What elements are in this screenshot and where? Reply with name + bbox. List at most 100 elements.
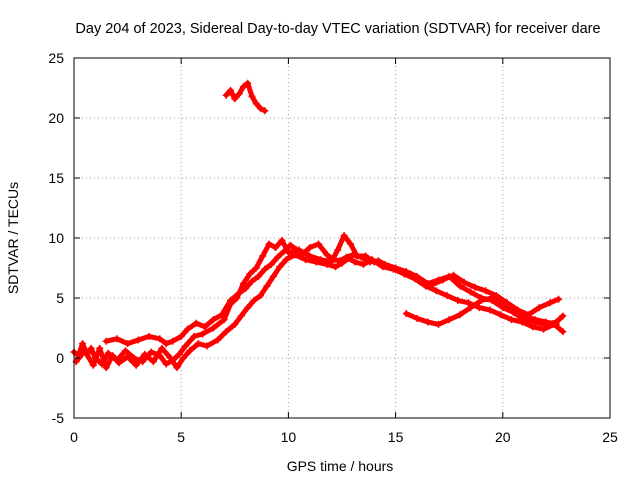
data-point — [374, 257, 382, 265]
data-point — [181, 342, 189, 350]
data-point — [113, 335, 121, 343]
x-tick-label: 25 — [602, 429, 618, 445]
data-point — [267, 260, 275, 268]
data-point — [302, 256, 310, 264]
data-point — [102, 364, 110, 372]
data-point — [276, 263, 284, 271]
data-point — [555, 295, 563, 303]
data-point — [81, 347, 89, 355]
data-point — [149, 358, 157, 366]
data-point — [261, 265, 269, 273]
data-point — [312, 258, 320, 266]
data-point — [87, 344, 95, 352]
data-point — [244, 79, 252, 87]
y-tick-label: 15 — [48, 170, 64, 186]
x-tick-label: 10 — [281, 429, 297, 445]
series-line-track-e — [223, 80, 268, 114]
data-point — [209, 324, 217, 332]
data-point — [218, 311, 226, 319]
data-point — [396, 266, 404, 274]
data-point — [166, 354, 174, 362]
data-point — [507, 316, 515, 324]
data-point — [115, 359, 123, 367]
data-point — [162, 340, 170, 348]
data-point — [552, 318, 560, 326]
y-tick-label: 10 — [48, 230, 64, 246]
data-point — [173, 364, 181, 372]
data-point — [201, 323, 209, 331]
data-point — [407, 270, 415, 278]
data-point — [280, 247, 288, 255]
x-tick-label: 20 — [495, 429, 511, 445]
data-point — [162, 360, 170, 368]
data-point — [141, 350, 149, 358]
data-point — [184, 325, 192, 333]
data-point — [257, 104, 265, 112]
data-point — [79, 340, 87, 348]
data-point — [235, 289, 243, 297]
data-point — [265, 240, 273, 248]
data-point — [248, 277, 256, 285]
data-point — [464, 299, 472, 307]
data-point — [134, 336, 142, 344]
data-point — [124, 340, 132, 348]
data-point — [520, 316, 528, 324]
data-point — [250, 296, 258, 304]
y-tick-label: 0 — [56, 350, 64, 366]
y-tick-label: -5 — [52, 410, 65, 426]
data-point — [257, 292, 265, 300]
data-point — [96, 344, 104, 352]
y-tick-label: 20 — [48, 110, 64, 126]
data-point — [293, 246, 301, 254]
data-point — [336, 257, 344, 265]
data-point — [291, 251, 299, 259]
data-point — [417, 277, 425, 285]
data-point — [428, 281, 436, 289]
data-point — [559, 328, 567, 336]
data-point — [351, 258, 359, 266]
data-point — [179, 354, 187, 362]
data-point — [121, 347, 129, 355]
data-point — [559, 312, 567, 320]
data-point — [357, 253, 365, 261]
data-point — [334, 246, 342, 254]
data-point — [239, 280, 247, 288]
axis-ticks: 0 5 10 15 20 25 -5 0 5 10 15 20 25 — [48, 50, 618, 445]
data-point — [443, 292, 451, 300]
data-point — [104, 349, 112, 357]
data-point — [231, 95, 239, 103]
data-point — [242, 284, 250, 292]
data-point — [340, 232, 348, 240]
series-line-track-d — [403, 295, 566, 327]
data-point — [158, 344, 166, 352]
data-point — [102, 337, 110, 345]
data-point — [194, 340, 202, 348]
x-tick-label: 0 — [70, 429, 78, 445]
y-tick-label: 25 — [48, 50, 64, 66]
data-point — [510, 308, 518, 316]
data-point — [349, 251, 357, 259]
data-point — [190, 332, 198, 340]
data-point — [239, 83, 247, 91]
data-point — [306, 244, 314, 252]
data-point — [460, 278, 468, 286]
data-point — [169, 337, 177, 345]
data-point — [263, 282, 271, 290]
data-point — [488, 294, 496, 302]
data-point — [192, 319, 200, 327]
data-point — [445, 316, 453, 324]
data-point — [274, 253, 282, 261]
data-point — [222, 328, 230, 336]
chart-title: Day 204 of 2023, Sidereal Day-to-day VTE… — [75, 21, 600, 37]
data-point — [287, 241, 295, 249]
data-point — [227, 86, 235, 94]
data-point — [413, 314, 421, 322]
data-point — [156, 335, 164, 343]
data-point — [177, 332, 185, 340]
data-point — [467, 288, 475, 296]
x-tick-label: 5 — [177, 429, 185, 445]
data-point — [482, 287, 490, 295]
data-point — [454, 296, 462, 304]
data-point — [546, 299, 554, 307]
